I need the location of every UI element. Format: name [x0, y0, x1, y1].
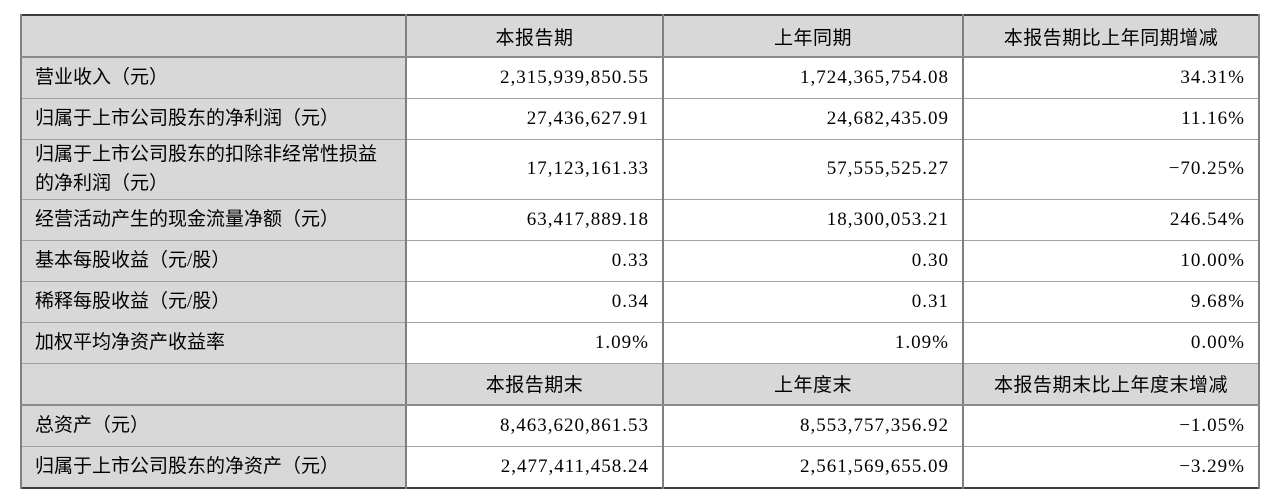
current-period-value: 2,315,939,850.55 — [405, 56, 664, 99]
corner-cell — [20, 14, 407, 58]
current-period-value: 17,123,161.33 — [405, 139, 664, 200]
column-header-snapshot-change: 本报告期末比上年度末增减 — [962, 362, 1260, 406]
current-period-value: 2,477,411,458.24 — [405, 445, 664, 489]
table-row-net-profit: 归属于上市公司股东的净利润（元） 27,436,627.91 24,682,43… — [20, 98, 1260, 140]
prior-period-value: 2,561,569,655.09 — [662, 445, 964, 489]
corner-cell — [20, 362, 407, 406]
report-page: 本报告期 上年同期 本报告期比上年同期增减 营业收入（元） 2,315,939,… — [20, 14, 1260, 489]
change-value: 10.00% — [962, 239, 1260, 282]
row-label: 总资产（元） — [20, 404, 407, 447]
financial-summary-table: 本报告期 上年同期 本报告期比上年同期增减 营业收入（元） 2,315,939,… — [20, 14, 1260, 489]
row-label: 经营活动产生的现金流量净额（元） — [20, 198, 407, 241]
current-period-value: 0.34 — [405, 280, 664, 323]
table-row-net-assets: 归属于上市公司股东的净资产（元） 2,477,411,458.24 2,561,… — [20, 445, 1260, 489]
table-row-weighted-avg-roe: 加权平均净资产收益率 1.09% 1.09% 0.00% — [20, 321, 1260, 364]
table-row-basic-eps: 基本每股收益（元/股） 0.33 0.30 10.00% — [20, 239, 1260, 282]
change-value: 246.54% — [962, 198, 1260, 241]
prior-period-value: 8,553,757,356.92 — [662, 404, 964, 447]
change-value: 11.16% — [962, 98, 1260, 140]
table-row-diluted-eps: 稀释每股收益（元/股） 0.34 0.31 9.68% — [20, 280, 1260, 323]
column-header-period-change: 本报告期比上年同期增减 — [962, 14, 1260, 58]
change-value: 9.68% — [962, 280, 1260, 323]
row-label: 归属于上市公司股东的净利润（元） — [20, 98, 407, 140]
row-label: 归属于上市公司股东的净资产（元） — [20, 445, 407, 489]
row-label: 基本每股收益（元/股） — [20, 239, 407, 282]
change-value: −1.05% — [962, 404, 1260, 447]
table-row-operating-cash-flow: 经营活动产生的现金流量净额（元） 63,417,889.18 18,300,05… — [20, 198, 1260, 241]
prior-period-value: 1,724,365,754.08 — [662, 56, 964, 99]
prior-period-value: 18,300,053.21 — [662, 198, 964, 241]
row-label: 归属于上市公司股东的扣除非经常性损益的净利润（元） — [20, 139, 407, 200]
column-header-prior-year-end: 上年度末 — [662, 362, 964, 406]
current-period-value: 1.09% — [405, 321, 664, 364]
prior-period-value: 0.30 — [662, 239, 964, 282]
table-row-revenue: 营业收入（元） 2,315,939,850.55 1,724,365,754.0… — [20, 56, 1260, 99]
current-period-value: 8,463,620,861.53 — [405, 404, 664, 447]
prior-period-value: 24,682,435.09 — [662, 98, 964, 140]
current-period-value: 63,417,889.18 — [405, 198, 664, 241]
change-value: −70.25% — [962, 139, 1260, 200]
current-period-value: 0.33 — [405, 239, 664, 282]
change-value: 34.31% — [962, 56, 1260, 99]
table-row-net-profit-excl-nonrecurring: 归属于上市公司股东的扣除非经常性损益的净利润（元） 17,123,161.33 … — [20, 139, 1260, 200]
row-label: 稀释每股收益（元/股） — [20, 280, 407, 323]
column-header-current-period: 本报告期 — [405, 14, 664, 58]
prior-period-value: 57,555,525.27 — [662, 139, 964, 200]
prior-period-value: 1.09% — [662, 321, 964, 364]
column-header-prior-period: 上年同期 — [662, 14, 964, 58]
table-row-total-assets: 总资产（元） 8,463,620,861.53 8,553,757,356.92… — [20, 404, 1260, 447]
prior-period-value: 0.31 — [662, 280, 964, 323]
row-label: 营业收入（元） — [20, 56, 407, 99]
row-label: 加权平均净资产收益率 — [20, 321, 407, 364]
current-period-value: 27,436,627.91 — [405, 98, 664, 140]
snapshot-header-row: 本报告期末 上年度末 本报告期末比上年度末增减 — [20, 362, 1260, 406]
change-value: −3.29% — [962, 445, 1260, 489]
change-value: 0.00% — [962, 321, 1260, 364]
column-header-period-end: 本报告期末 — [405, 362, 664, 406]
period-header-row: 本报告期 上年同期 本报告期比上年同期增减 — [20, 14, 1260, 58]
